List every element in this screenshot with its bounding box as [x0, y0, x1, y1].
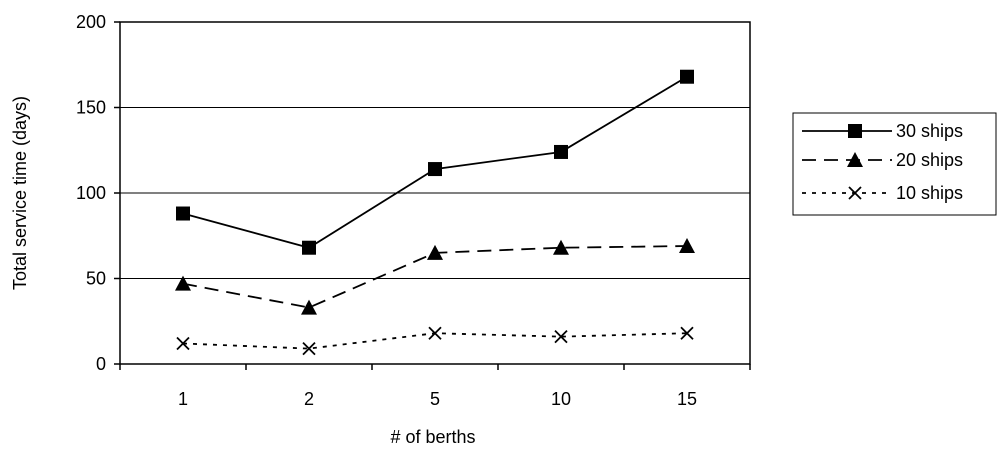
data-point-30-ships [302, 240, 316, 255]
y-axis-label: Total service time (days) [10, 96, 30, 290]
legend-marker-20-ships [847, 152, 863, 167]
y-tick-label: 150 [76, 98, 106, 118]
axis-ticks [114, 21, 751, 370]
legend-box [792, 112, 997, 216]
y-tick-label: 50 [86, 269, 106, 289]
x-tick-label: 5 [430, 389, 440, 409]
legend-marker-30-ships [848, 124, 862, 138]
data-point-10-ships [554, 330, 568, 344]
data-point-30-ships [680, 69, 694, 84]
data-point-10-ships [176, 336, 190, 351]
legend-marker-10-ships [848, 186, 862, 200]
x-tick-label: 2 [304, 389, 314, 409]
data-point-30-ships [176, 206, 190, 221]
legend-label: 20 ships [896, 150, 963, 170]
data-point-30-ships [428, 162, 442, 177]
data-point-30-ships [554, 144, 568, 159]
data-point-20-ships [679, 238, 695, 254]
x-tick-label: 15 [677, 389, 697, 409]
x-tick-labels: 1 2 5 10 15 [178, 389, 697, 409]
x-tick-label: 1 [178, 389, 188, 409]
x-tick-label: 10 [551, 389, 571, 409]
gridlines [120, 107, 750, 279]
y-tick-label: 100 [76, 183, 106, 203]
data-point-10-ships [680, 326, 694, 340]
data-point-10-ships [302, 341, 316, 356]
data-point-20-ships [427, 244, 443, 260]
y-tick-labels: 0 50 100 150 200 [76, 12, 106, 374]
plot-area-frame [119, 21, 751, 365]
x-axis-label: # of berths [390, 427, 475, 447]
series-line-10-ships [182, 332, 688, 350]
legend: 30 ships 20 ships 10 ships [792, 112, 997, 216]
legend-label: 10 ships [896, 183, 963, 203]
series-markers [175, 69, 695, 356]
legend-label: 30 ships [896, 121, 963, 141]
data-point-20-ships [175, 275, 191, 291]
data-point-20-ships [553, 239, 569, 255]
y-tick-label: 0 [96, 354, 106, 374]
series-lines [182, 75, 688, 350]
data-point-10-ships [428, 326, 442, 340]
data-point-20-ships [301, 299, 317, 315]
y-tick-label: 200 [76, 12, 106, 32]
